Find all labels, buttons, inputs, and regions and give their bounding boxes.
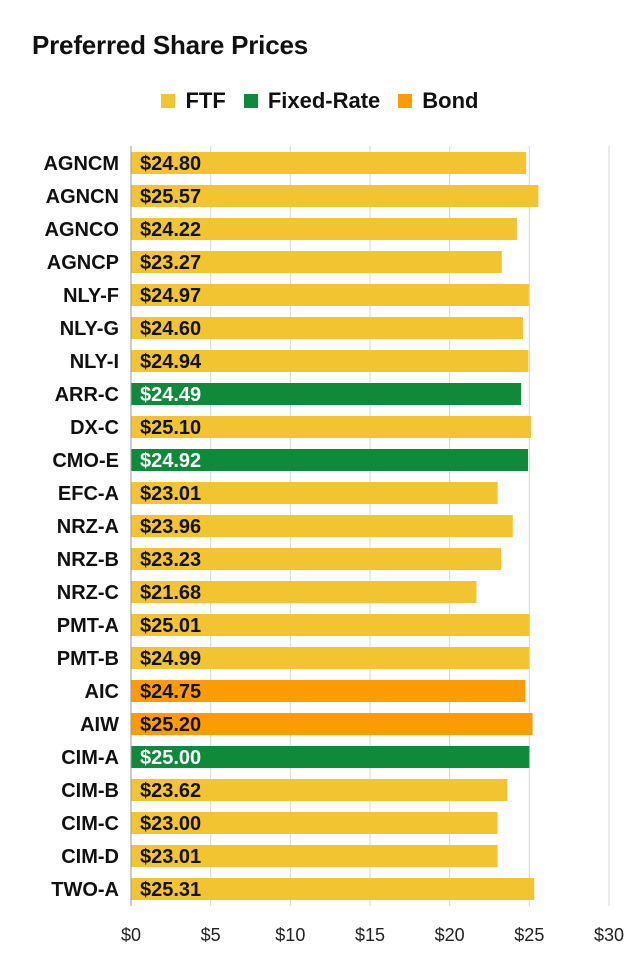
bar <box>131 812 498 834</box>
value-label: $24.92 <box>140 450 201 472</box>
value-label: $25.00 <box>140 747 201 769</box>
value-label: $24.22 <box>140 219 201 241</box>
x-tick-label: $0 <box>121 925 141 945</box>
category-label: NRZ-B <box>57 549 119 571</box>
category-label: NRZ-C <box>57 582 119 604</box>
category-label: DX-C <box>70 417 119 439</box>
bar <box>131 746 530 768</box>
value-label: $24.60 <box>140 318 201 340</box>
value-label: $24.75 <box>140 681 201 703</box>
bar <box>131 878 535 900</box>
legend-swatch-fixed-rate <box>243 94 258 108</box>
legend-swatch-bond <box>398 94 413 108</box>
x-tick-label: $15 <box>355 925 385 945</box>
bar <box>131 284 529 306</box>
value-label: $24.49 <box>140 384 201 406</box>
bar <box>131 515 513 537</box>
category-label: NLY-F <box>63 285 119 307</box>
value-label: $23.00 <box>140 813 201 835</box>
category-label: ARR-C <box>55 384 119 406</box>
bar <box>131 779 508 801</box>
bar <box>131 350 529 372</box>
chart-legend: FTF Fixed-Rate Bond <box>0 88 640 114</box>
category-label: CMO-E <box>52 450 119 472</box>
bar <box>131 548 502 570</box>
x-tick-label: $5 <box>201 925 221 945</box>
legend-swatch-ftf <box>161 94 176 108</box>
category-label: NRZ-A <box>57 516 119 538</box>
legend-label-ftf: FTF <box>185 88 226 113</box>
legend-label-fixed-rate: Fixed-Rate <box>267 88 381 113</box>
bar <box>131 482 498 504</box>
category-label: AGNCM <box>43 153 119 175</box>
bar <box>131 845 498 867</box>
x-tick-label: $25 <box>514 925 544 945</box>
legend-item-ftf: FTF <box>161 88 226 114</box>
bar <box>131 251 502 273</box>
legend-item-bond: Bond <box>398 88 479 114</box>
bar <box>131 614 530 636</box>
bar <box>131 317 523 339</box>
x-tick-label: $20 <box>435 925 465 945</box>
bar <box>131 647 530 669</box>
category-label: NLY-I <box>70 351 119 373</box>
bar <box>131 152 527 174</box>
category-label: AGNCO <box>45 219 119 241</box>
value-label: $25.01 <box>140 615 201 637</box>
value-label: $23.96 <box>140 516 201 538</box>
category-label: CIM-D <box>61 846 119 868</box>
value-label: $25.31 <box>140 879 201 901</box>
bar <box>131 185 539 207</box>
category-label: CIM-A <box>61 747 119 769</box>
category-label: NLY-G <box>60 318 119 340</box>
bar <box>131 713 533 735</box>
value-label: $24.99 <box>140 648 201 670</box>
value-label: $24.80 <box>140 153 201 175</box>
value-label: $24.97 <box>140 285 201 307</box>
value-label: $23.62 <box>140 780 201 802</box>
value-label: $23.01 <box>140 483 201 505</box>
category-label: AIW <box>80 714 119 736</box>
category-label: PMT-A <box>57 615 119 637</box>
bar <box>131 218 517 240</box>
bar <box>131 416 531 438</box>
value-label: $23.27 <box>140 252 201 274</box>
category-label: TWO-A <box>51 879 119 901</box>
x-tick-label: $30 <box>594 925 624 945</box>
value-label: $23.23 <box>140 549 201 571</box>
category-label: CIM-B <box>61 780 119 802</box>
x-tick-label: $10 <box>275 925 305 945</box>
value-label: $23.01 <box>140 846 201 868</box>
legend-item-fixed-rate: Fixed-Rate <box>243 88 381 114</box>
category-label: PMT-B <box>57 648 119 670</box>
value-label: $24.94 <box>140 351 202 373</box>
category-label: CIM-C <box>61 813 119 835</box>
category-label: AGNCN <box>46 186 119 208</box>
category-label: EFC-A <box>58 483 119 505</box>
value-label: $25.20 <box>140 714 201 736</box>
category-label: AIC <box>85 681 119 703</box>
bar <box>131 449 529 471</box>
bar <box>131 680 526 702</box>
category-label: AGNCP <box>47 252 119 274</box>
value-label: $21.68 <box>140 582 201 604</box>
legend-label-bond: Bond <box>422 88 479 113</box>
bar <box>131 581 477 603</box>
value-label: $25.57 <box>140 186 201 208</box>
chart-title: Preferred Share Prices <box>32 30 308 60</box>
value-label: $25.10 <box>140 417 201 439</box>
bar <box>131 383 522 405</box>
